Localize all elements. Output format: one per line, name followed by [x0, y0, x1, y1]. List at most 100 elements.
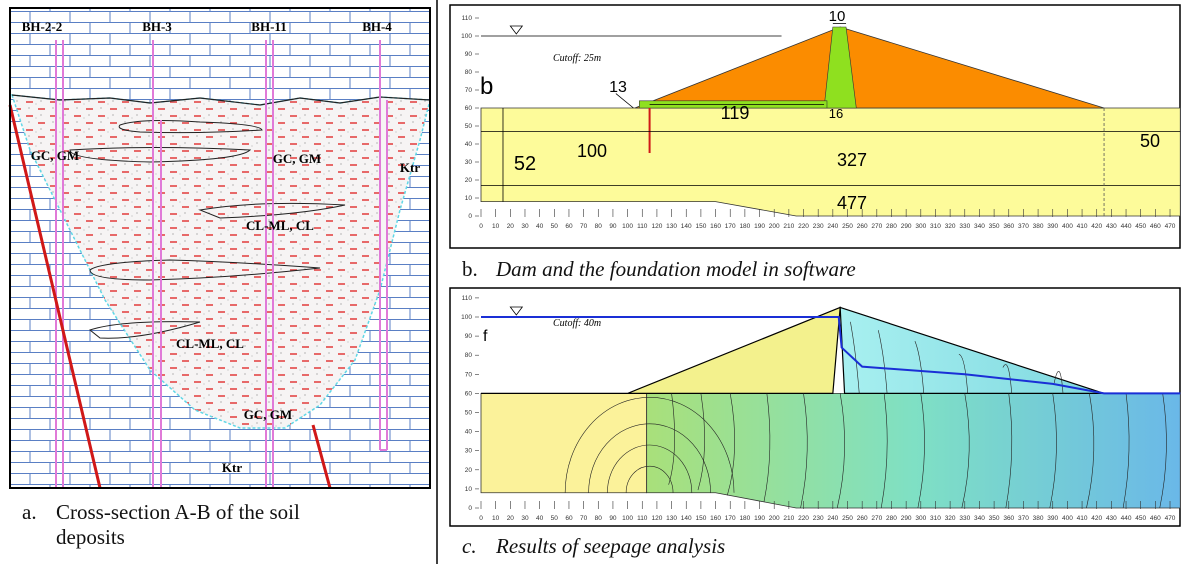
- foundation-upstream: [481, 393, 647, 492]
- y-tick-label: 80: [465, 69, 473, 76]
- dimension-label: 327: [837, 150, 867, 170]
- soil-label: GC, GM: [273, 151, 321, 166]
- x-tick-label: 400: [1062, 515, 1073, 522]
- x-tick-label: 360: [1003, 223, 1014, 230]
- x-tick-label: 370: [1018, 223, 1029, 230]
- x-tick-label: 240: [827, 223, 838, 230]
- y-tick-label: 0: [468, 213, 472, 220]
- x-tick-label: 0: [479, 223, 483, 230]
- x-tick-label: 430: [1106, 223, 1117, 230]
- dimension-label: 50: [1140, 131, 1160, 151]
- panel-label: b: [480, 73, 493, 100]
- y-tick-label: 90: [465, 333, 473, 340]
- x-tick-label: 310: [930, 223, 941, 230]
- foundation: [481, 108, 1180, 216]
- x-tick-label: 270: [871, 515, 882, 522]
- x-tick-label: 90: [609, 223, 617, 230]
- x-tick-label: 100: [622, 515, 633, 522]
- x-tick-label: 220: [798, 223, 809, 230]
- y-tick-label: 60: [465, 390, 473, 397]
- x-tick-label: 230: [813, 515, 824, 522]
- x-tick-label: 330: [959, 515, 970, 522]
- x-tick-label: 350: [989, 223, 1000, 230]
- dimension-label: 13: [609, 79, 627, 96]
- x-tick-label: 450: [1135, 515, 1146, 522]
- foundation: [647, 393, 1181, 508]
- x-tick-label: 200: [769, 515, 780, 522]
- x-tick-label: 250: [842, 223, 853, 230]
- x-tick-label: 270: [871, 223, 882, 230]
- x-tick-label: 210: [783, 223, 794, 230]
- caption-letter: a.: [22, 500, 56, 550]
- x-tick-label: 200: [769, 223, 780, 230]
- x-tick-label: 340: [974, 223, 985, 230]
- x-tick-label: 380: [1033, 515, 1044, 522]
- y-tick-label: 80: [465, 352, 473, 359]
- soil-label: GC, GM: [244, 407, 292, 422]
- y-tick-label: 0: [468, 505, 472, 512]
- borehole-label: BH-4: [362, 19, 392, 34]
- soil-label: CL-ML, CL: [246, 218, 314, 233]
- x-tick-label: 120: [651, 515, 662, 522]
- x-tick-label: 60: [565, 223, 573, 230]
- y-tick-label: 40: [465, 429, 473, 436]
- x-tick-label: 150: [695, 223, 706, 230]
- x-tick-label: 460: [1150, 515, 1161, 522]
- y-tick-label: 50: [465, 123, 473, 130]
- x-tick-label: 70: [580, 223, 588, 230]
- x-tick-label: 150: [695, 515, 706, 522]
- x-tick-label: 310: [930, 515, 941, 522]
- y-tick-label: 100: [461, 314, 472, 321]
- x-tick-label: 140: [681, 223, 692, 230]
- y-tick-label: 70: [465, 87, 473, 94]
- x-tick-label: 390: [1047, 515, 1058, 522]
- x-tick-label: 130: [666, 223, 677, 230]
- x-tick-label: 190: [754, 223, 765, 230]
- x-tick-label: 30: [521, 515, 529, 522]
- x-tick-label: 470: [1165, 515, 1176, 522]
- x-tick-label: 280: [886, 223, 897, 230]
- x-tick-label: 110: [637, 515, 648, 522]
- y-tick-label: 30: [465, 159, 473, 166]
- x-tick-label: 110: [637, 223, 648, 230]
- soil-label: GC, GM: [31, 148, 79, 163]
- borehole-label: BH-11: [251, 19, 286, 34]
- x-tick-label: 300: [915, 223, 926, 230]
- x-tick-label: 80: [595, 515, 603, 522]
- x-tick-label: 50: [551, 223, 559, 230]
- borehole-label: BH-2-2: [22, 19, 62, 34]
- x-tick-label: 40: [536, 515, 544, 522]
- caption-text: Results of seepage analysis: [496, 534, 725, 559]
- y-tick-label: 90: [465, 51, 473, 58]
- x-tick-label: 430: [1106, 515, 1117, 522]
- x-tick-label: 40: [536, 223, 544, 230]
- y-tick-label: 20: [465, 177, 473, 184]
- x-tick-label: 420: [1091, 223, 1102, 230]
- x-tick-label: 120: [651, 223, 662, 230]
- panel-a: BH-2-2 BH-3 BH-11 BH-4 GC, GM GC, GM Ktr…: [10, 8, 430, 488]
- x-tick-label: 280: [886, 515, 897, 522]
- x-tick-label: 410: [1077, 223, 1088, 230]
- x-tick-label: 400: [1062, 223, 1073, 230]
- x-tick-label: 20: [507, 515, 515, 522]
- y-tick-label: 50: [465, 410, 473, 417]
- x-tick-label: 140: [681, 515, 692, 522]
- y-tick-label: 10: [465, 195, 473, 202]
- x-tick-label: 90: [609, 515, 617, 522]
- x-tick-label: 320: [945, 223, 956, 230]
- x-tick-label: 100: [622, 223, 633, 230]
- x-tick-label: 440: [1121, 515, 1132, 522]
- x-tick-label: 320: [945, 515, 956, 522]
- y-tick-label: 100: [461, 33, 472, 40]
- x-tick-label: 60: [565, 515, 573, 522]
- x-tick-label: 260: [857, 515, 868, 522]
- x-tick-label: 210: [783, 515, 794, 522]
- dimension-label: 119: [721, 103, 750, 123]
- caption-letter: c.: [462, 534, 496, 559]
- caption-letter: b.: [462, 257, 496, 282]
- x-tick-label: 390: [1047, 223, 1058, 230]
- y-tick-label: 110: [462, 295, 473, 302]
- dimension-label: 477: [837, 193, 867, 213]
- x-tick-label: 340: [974, 515, 985, 522]
- x-tick-label: 170: [725, 223, 736, 230]
